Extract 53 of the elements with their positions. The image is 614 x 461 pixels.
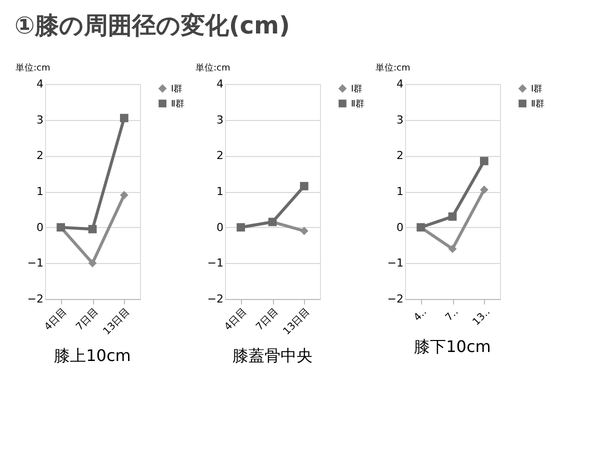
x-tick-label: 13日目 bbox=[102, 306, 132, 338]
y-tick-label: 1 bbox=[396, 185, 404, 198]
y-tick-label: 0 bbox=[36, 220, 44, 234]
y-tick-label: 2 bbox=[216, 149, 224, 162]
y-tick-label: −1 bbox=[27, 256, 44, 270]
chart-title: ①膝の周囲径の変化(cm) bbox=[14, 12, 290, 40]
y-tick-label: 2 bbox=[36, 149, 44, 162]
legend-label: Ⅰ群 bbox=[351, 84, 363, 94]
x-tick-label: 7日目 bbox=[254, 306, 281, 333]
y-axis-title: 単位:cm bbox=[376, 62, 410, 74]
y-tick-label: −2 bbox=[27, 292, 44, 306]
x-tick-label: 13‥ bbox=[470, 306, 492, 328]
point bbox=[448, 212, 457, 221]
text: 膝上10cm bbox=[54, 346, 131, 366]
y-tick-label: 3 bbox=[216, 113, 224, 126]
text: 膝下10cm bbox=[414, 336, 491, 356]
legend-label: Ⅰ群 bbox=[171, 84, 183, 94]
x-tick-label: 7日目 bbox=[74, 306, 101, 333]
y-tick-label: −2 bbox=[207, 292, 224, 306]
x-tick-label: 4‥ bbox=[412, 306, 430, 324]
point bbox=[88, 224, 97, 234]
y-tick-label: 4 bbox=[396, 78, 404, 90]
y-tick-label: 0 bbox=[396, 220, 404, 234]
legend-label: Ⅱ群 bbox=[531, 98, 544, 110]
y-axis-title: 単位:cm bbox=[196, 62, 230, 74]
y-tick-label: 0 bbox=[216, 220, 224, 234]
y-tick-label: −1 bbox=[387, 256, 404, 270]
y-tick-label: −1 bbox=[207, 256, 224, 270]
point bbox=[480, 156, 488, 166]
y-tick-label: 3 bbox=[36, 113, 44, 126]
point bbox=[300, 182, 308, 190]
point bbox=[120, 190, 128, 200]
y-tick-label: 2 bbox=[396, 149, 404, 162]
point bbox=[120, 114, 128, 122]
text: 膝蓋骨中央 bbox=[232, 346, 312, 366]
y-tick-label: 4 bbox=[216, 78, 224, 90]
y-tick-label: 1 bbox=[216, 185, 224, 198]
point bbox=[300, 226, 308, 236]
legend-label: Ⅱ群 bbox=[171, 98, 184, 110]
point bbox=[88, 258, 97, 268]
x-tick-label: 7‥ bbox=[444, 306, 461, 324]
y-tick-label: −2 bbox=[387, 292, 404, 306]
legend-label: Ⅰ群 bbox=[531, 84, 543, 94]
y-tick-label: 4 bbox=[36, 78, 44, 90]
x-tick-label: 4日目 bbox=[222, 306, 250, 333]
legend-label: Ⅱ群 bbox=[351, 98, 364, 110]
point bbox=[480, 186, 488, 194]
y-axis-title: 単位:cm bbox=[16, 62, 50, 74]
x-tick-label: 4日目 bbox=[42, 306, 70, 333]
y-tick-label: 3 bbox=[396, 113, 404, 126]
x-tick-label: 13日目 bbox=[282, 306, 312, 338]
point bbox=[448, 244, 457, 254]
y-tick-label: 1 bbox=[36, 185, 44, 198]
